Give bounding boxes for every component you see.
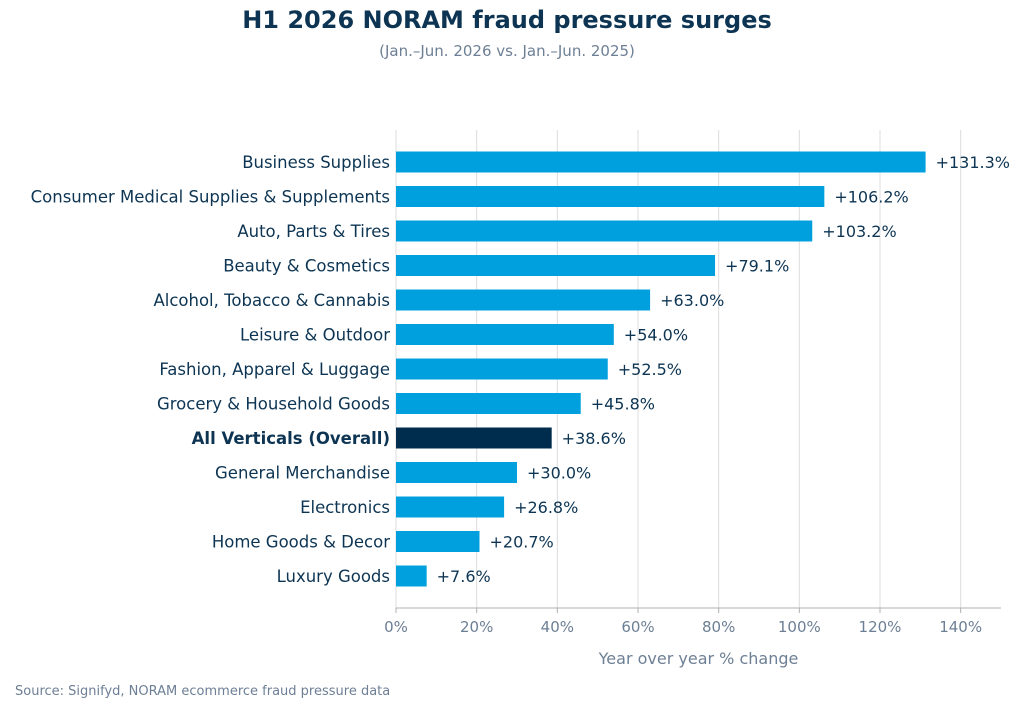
value-label-business-supplies: +131.3% — [936, 153, 1010, 172]
value-label-alcohol-tobacco-cannabis: +63.0% — [660, 291, 724, 310]
category-label-all-verticals-overall: All Verticals (Overall) — [192, 429, 390, 448]
bar-fashion-apparel-luggage — [396, 358, 608, 380]
bar-consumer-medical-supplies-supplements — [396, 186, 825, 207]
x-axis-title: Year over year % change — [598, 649, 799, 668]
category-label-general-merchandise: General Merchandise — [215, 464, 390, 483]
category-label-business-supplies: Business Supplies — [242, 153, 390, 172]
x-tick-label-80: 80% — [702, 618, 735, 636]
value-label-all-verticals-overall: +38.6% — [562, 429, 626, 448]
bar-auto-parts-tires — [396, 220, 813, 242]
category-label-grocery-household-goods: Grocery & Household Goods — [157, 395, 390, 414]
value-label-home-goods-decor: +20.7% — [489, 533, 553, 552]
category-labels: Business Supplies Consumer Medical Suppli… — [31, 153, 391, 586]
x-tick-label-120: 120% — [859, 618, 902, 636]
bar-leisure-outdoor — [396, 324, 614, 345]
x-tick-label-140: 140% — [939, 618, 982, 636]
x-tick-label-100: 100% — [778, 618, 821, 636]
bar-group — [396, 151, 926, 587]
chart-title: H1 2026 NORAM fraud pressure surges — [242, 6, 772, 34]
category-label-leisure-outdoor: Leisure & Outdoor — [240, 326, 390, 345]
value-labels: +131.3% +106.2% +103.2% +79.1%+63.0% +54.0% +… — [437, 153, 1010, 586]
bar-electronics — [396, 496, 505, 518]
category-label-fashion-apparel-luggage: Fashion, Apparel & Luggage — [159, 360, 390, 379]
category-label-electronics: Electronics — [300, 498, 390, 517]
category-label-home-goods-decor: Home Goods & Decor — [212, 533, 390, 552]
value-label-beauty-cosmetics: +79.1% — [725, 257, 789, 276]
chart-subtitle: (Jan.–Jun. 2026 vs. Jan.–Jun. 2025) — [379, 42, 635, 60]
category-label-beauty-cosmetics: Beauty & Cosmetics — [223, 257, 390, 276]
category-label-alcohol-tobacco-cannabis: Alcohol, Tobacco & Cannabis — [153, 291, 390, 310]
x-tick-label-20: 20% — [460, 618, 493, 636]
value-label-fashion-apparel-luggage: +52.5% — [618, 360, 682, 379]
category-label-consumer-medical-supplies-supplements: Consumer Medical Supplies & Supplements — [31, 188, 390, 207]
x-axis: 0% 20% 40% 60% 80% 100% 120% 140% — [384, 607, 1001, 636]
value-label-electronics: +26.8% — [514, 498, 578, 517]
bar-grocery-household-goods — [396, 393, 581, 414]
category-label-luxury-goods: Luxury Goods — [277, 567, 390, 586]
category-label-auto-parts-tires: Auto, Parts & Tires — [237, 222, 390, 241]
bar-general-merchandise — [396, 462, 517, 483]
value-label-auto-parts-tires: +103.2% — [822, 222, 896, 241]
source-note: Source: Signifyd, NORAM ecommerce fraud … — [15, 684, 391, 699]
value-label-luxury-goods: +7.6% — [437, 567, 491, 586]
x-tick-label-0: 0% — [384, 618, 408, 636]
value-label-general-merchandise: +30.0% — [527, 464, 591, 483]
value-label-grocery-household-goods: +45.8% — [591, 395, 655, 414]
value-label-consumer-medical-supplies-supplements: +106.2% — [834, 188, 908, 207]
bar-home-goods-decor — [396, 531, 480, 552]
bar-beauty-cosmetics — [396, 255, 716, 276]
bar-business-supplies — [396, 151, 926, 173]
bar-alcohol-tobacco-cannabis — [396, 289, 651, 311]
bar-luxury-goods — [396, 565, 427, 587]
value-label-leisure-outdoor: +54.0% — [624, 326, 688, 345]
bar-all-verticals-overall — [396, 427, 552, 449]
x-tick-label-40: 40% — [541, 618, 574, 636]
x-tick-label-60: 60% — [621, 618, 654, 636]
